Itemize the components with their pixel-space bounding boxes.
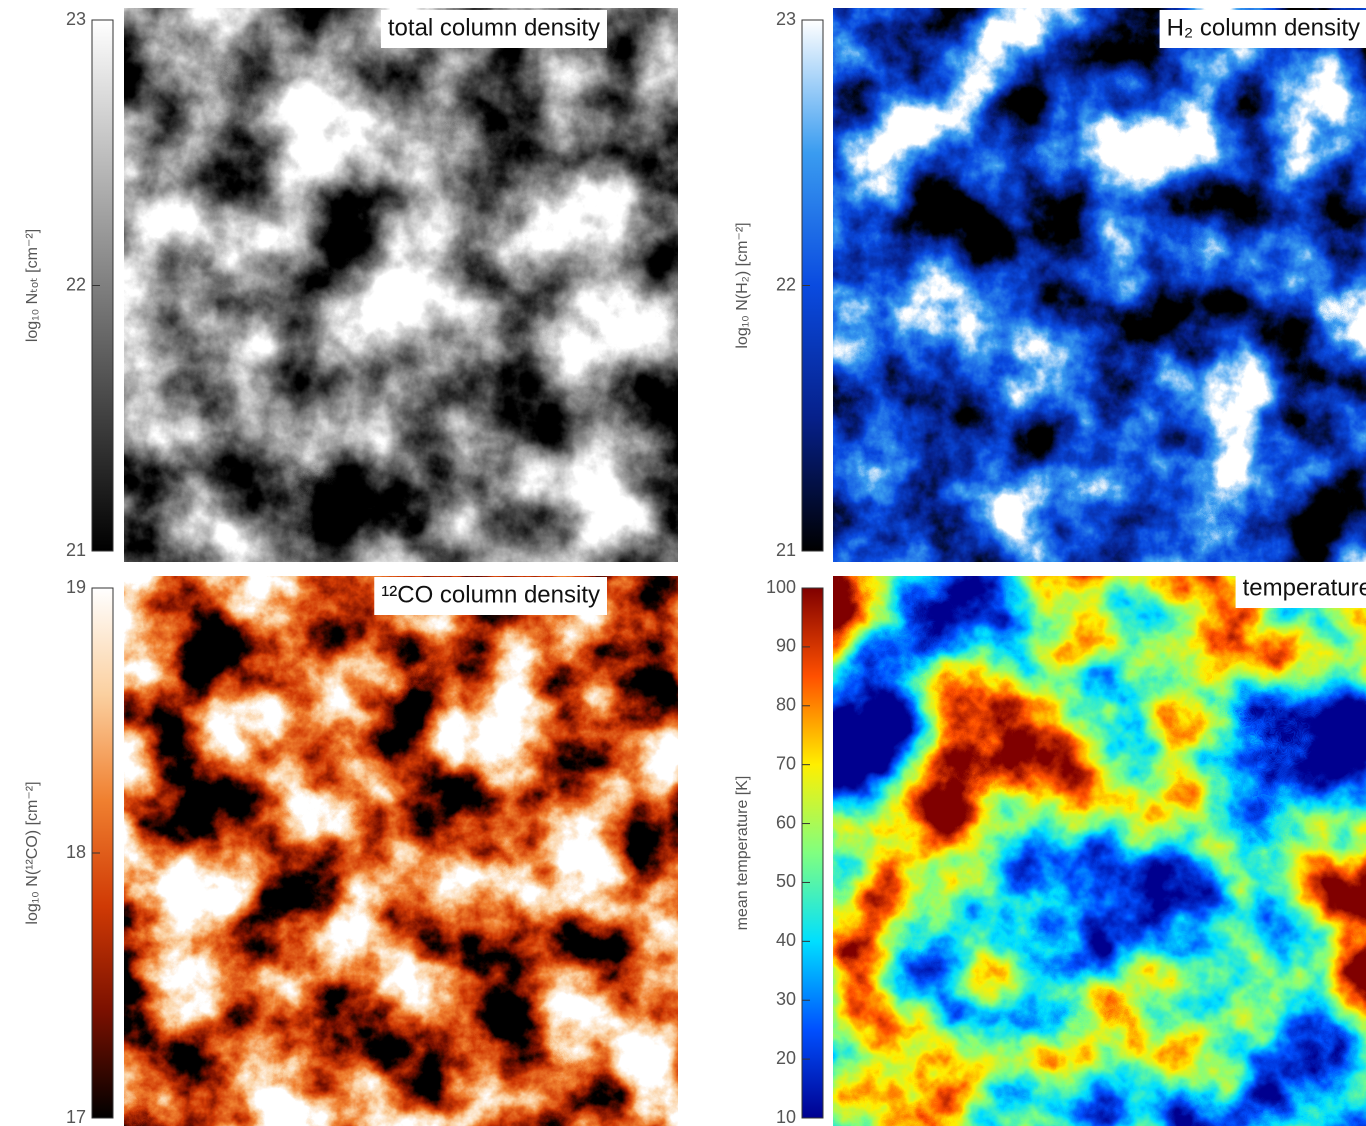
colorbar-tick-label: 18 [66,842,86,862]
map-image [833,576,1366,1126]
figure: 21 22 23 log₁₀ Nₜₒₜ [cm⁻²] total column dens… [0,0,1366,1126]
colorbar-tick-label: 70 [776,753,796,773]
colorbar-tick-label: 22 [66,274,86,294]
colorbar-tick-label: 22 [776,274,796,294]
panel-title: temperature [1243,574,1366,601]
panel-title: H₂ column density [1167,14,1360,41]
colorbar-tick-label: 40 [776,930,796,950]
colorbar-tick-label: 20 [776,1048,796,1068]
colorbar-label: mean temperature [K] [734,776,751,931]
colorbar-tick-label: 21 [66,540,86,560]
colorbar-tick-label: 60 [776,812,796,832]
colorbar-tick-label: 21 [776,540,796,560]
colorbar-tick-label: 23 [66,9,86,29]
colorbar-tick-label: 10 [776,1107,796,1126]
colorbar [802,588,823,1118]
colorbar-label: log₁₀ N(¹²CO) [cm⁻²] [24,781,41,924]
colorbar-tick-label: 80 [776,695,796,715]
map-image [124,8,678,562]
colorbar-tick-label: 50 [776,871,796,891]
colorbar-tick-label: 90 [776,636,796,656]
colorbar-tick-label: 100 [766,577,796,597]
colorbar-tick-label: 23 [776,9,796,29]
colorbar-label: log₁₀ Nₜₒₜ [cm⁻²] [24,229,41,342]
panel-title: ¹²CO column density [381,581,600,608]
panel-title: total column density [388,14,600,41]
colorbar-tick-label: 19 [66,577,86,597]
colorbar-label: log₁₀ N(H₂) [cm⁻²] [734,222,751,348]
colorbar-tick-label: 17 [66,1107,86,1126]
map-image [124,576,678,1126]
colorbar-tick-label: 30 [776,989,796,1009]
map-image [833,8,1366,562]
